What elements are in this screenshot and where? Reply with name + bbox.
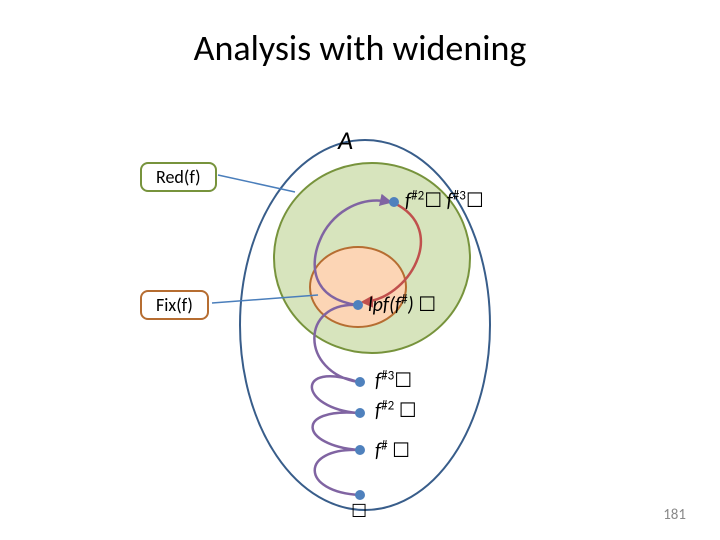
slide-number: 181 xyxy=(663,506,686,524)
label-A: A xyxy=(338,124,353,156)
tag-fixf-label: Fix(f) xyxy=(156,294,193,316)
dot-f3 xyxy=(355,377,365,387)
dot-lpf xyxy=(353,300,363,310)
tag-fixf: Fix(f) xyxy=(140,290,209,320)
tag-redf: Red(f) xyxy=(140,162,217,192)
label-lpf: lpf(f#) ☐ xyxy=(368,292,436,317)
diagram: A Red(f) Fix(f) f#2☐ f#3☐ lpf(f#) ☐ f#3☐… xyxy=(150,130,580,520)
dot-widened xyxy=(389,197,399,207)
tag-redf-label: Red(f) xyxy=(156,166,201,188)
label-bottom: ☐ xyxy=(351,499,367,523)
dot-f2 xyxy=(355,408,365,418)
label-widened: f#2☐ f#3☐ xyxy=(405,188,484,213)
label-f2: f#2 ☐ xyxy=(375,398,417,423)
label-f1: f# ☐ xyxy=(375,438,410,463)
label-f3: f#3☐ xyxy=(375,368,412,393)
dot-f1 xyxy=(355,445,365,455)
page-title: Analysis with widening xyxy=(0,26,720,70)
